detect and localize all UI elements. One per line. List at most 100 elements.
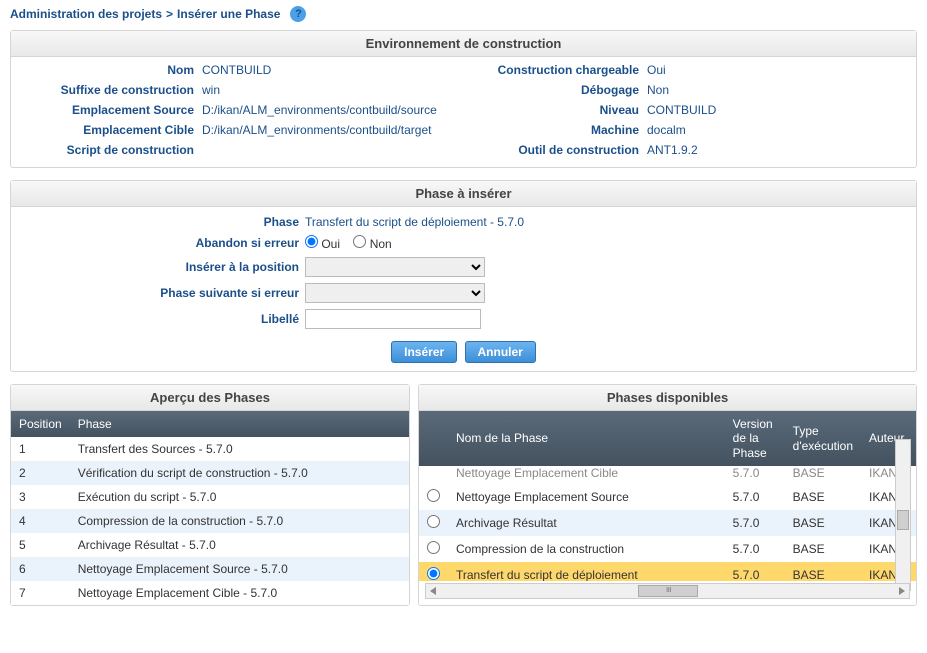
table-row[interactable]: Archivage Résultat5.7.0BASEIKAN [419,510,916,536]
insert-button[interactable]: Insérer [391,341,457,363]
phase-label: Phase [15,215,305,229]
env-label: Emplacement Cible [15,123,200,137]
env-value: D:/ikan/ALM_environments/contbuild/targe… [200,123,480,137]
table-row[interactable]: 3Exécution du script - 5.7.0 [11,485,409,509]
radio-cell [419,484,448,510]
radio-cell [419,536,448,562]
cell-version: 5.7.0 [725,536,785,562]
table-row[interactable]: 4Compression de la construction - 5.7.0 [11,509,409,533]
phase-radio[interactable] [427,489,440,502]
vertical-scrollbar[interactable] [895,439,911,591]
phase-radio[interactable] [427,515,440,528]
env-label: Machine [480,123,645,137]
table-row[interactable]: Nettoyage Emplacement Source5.7.0BASEIKA… [419,484,916,510]
cell-phase-name: Transfert du script de déploiement [448,562,725,581]
libelle-input[interactable] [305,309,481,329]
abort-no-radio[interactable] [353,235,366,248]
cell-position: 6 [11,557,70,581]
cell-position: 1 [11,437,70,461]
cell-phase: Vérification du script de construction -… [70,461,409,485]
env-label: Niveau [480,103,645,117]
radio-cell [419,510,448,536]
cell-phase-name: Nettoyage Emplacement Source [448,484,725,510]
phase-radio[interactable] [427,541,440,554]
abort-yes-label[interactable]: Oui [305,237,340,251]
cancel-button[interactable]: Annuler [465,341,536,363]
env-label: Construction chargeable [480,63,645,77]
horizontal-scrollbar[interactable] [425,583,910,599]
table-row[interactable]: 7Nettoyage Emplacement Cible - 5.7.0 [11,581,409,605]
table-row[interactable]: Nettoyage Emplacement Cible5.7.0BASEIKAN [419,466,916,484]
phase-radio[interactable] [427,567,440,580]
env-value: Non [645,83,725,97]
position-label: Insérer à la position [15,260,305,274]
cell-version: 5.7.0 [725,562,785,581]
available-phases-table: Nom de la Phase Version de la Phase Type… [419,411,916,581]
radio-cell [419,466,448,484]
available-col-name: Nom de la Phase [448,411,725,466]
env-value [200,143,480,157]
cell-position: 5 [11,533,70,557]
table-row[interactable]: 6Nettoyage Emplacement Source - 5.7.0 [11,557,409,581]
overview-col-phase: Phase [70,411,409,437]
breadcrumb-root[interactable]: Administration des projets [10,7,162,21]
env-label: Suffixe de construction [15,83,200,97]
abort-no-label[interactable]: Non [353,237,391,251]
vertical-scroll-thumb[interactable] [897,510,909,530]
table-row[interactable]: Transfert du script de déploiement5.7.0B… [419,562,916,581]
table-row[interactable]: Compression de la construction5.7.0BASEI… [419,536,916,562]
table-row[interactable]: 2Vérification du script de construction … [11,461,409,485]
cell-position: 4 [11,509,70,533]
env-label: Nom [15,63,200,77]
env-value: ANT1.9.2 [645,143,725,157]
cell-phase-name: Archivage Résultat [448,510,725,536]
cell-phase-name: Nettoyage Emplacement Cible [448,466,725,484]
help-icon[interactable]: ? [290,6,306,22]
available-col-type: Type d'exécution [785,411,861,466]
env-label: Débogage [480,83,645,97]
cell-type: BASE [785,562,861,581]
cell-type: BASE [785,510,861,536]
cell-phase: Archivage Résultat - 5.7.0 [70,533,409,557]
env-label: Script de construction [15,143,200,157]
nextphase-select[interactable] [305,283,485,303]
breadcrumb-sep: > [166,7,173,21]
breadcrumb: Administration des projets > Insérer une P… [10,6,917,22]
libelle-label: Libellé [15,312,305,326]
overview-col-position: Position [11,411,70,437]
table-row[interactable]: 5Archivage Résultat - 5.7.0 [11,533,409,557]
nextphase-label: Phase suivante si erreur [15,286,305,300]
position-select[interactable] [305,257,485,277]
env-value: docalm [645,123,725,137]
cell-position: 7 [11,581,70,605]
environment-panel: Environnement de construction NomCONTBUI… [10,30,917,168]
cell-phase: Compression de la construction - 5.7.0 [70,509,409,533]
insert-phase-title: Phase à insérer [11,181,916,207]
env-value: Oui [645,63,725,77]
cell-type: BASE [785,536,861,562]
phases-overview-panel: Aperçu des Phases Position Phase 1Transf… [10,384,410,606]
available-phases-panel: Phases disponibles Nom de la Phase Versi… [418,384,917,606]
horizontal-scroll-thumb[interactable] [638,585,698,597]
abort-yes-radio[interactable] [305,235,318,248]
available-col-radio [419,411,448,466]
table-row[interactable]: 1Transfert des Sources - 5.7.0 [11,437,409,461]
cell-version: 5.7.0 [725,510,785,536]
phases-overview-title: Aperçu des Phases [11,385,409,411]
cell-phase-name: Compression de la construction [448,536,725,562]
cell-type: BASE [785,466,861,484]
radio-cell [419,562,448,581]
cell-version: 5.7.0 [725,484,785,510]
env-value: D:/ikan/ALM_environments/contbuild/sourc… [200,103,480,117]
cell-phase: Transfert des Sources - 5.7.0 [70,437,409,461]
abort-label: Abandon si erreur [15,236,305,250]
breadcrumb-page: Insérer une Phase [177,7,280,21]
env-value: CONTBUILD [645,103,725,117]
cell-position: 2 [11,461,70,485]
cell-position: 3 [11,485,70,509]
env-label: Emplacement Source [15,103,200,117]
available-phases-title: Phases disponibles [419,385,916,411]
cell-phase: Nettoyage Emplacement Source - 5.7.0 [70,557,409,581]
phases-overview-table: Position Phase 1Transfert des Sources - … [11,411,409,605]
env-value: win [200,83,480,97]
